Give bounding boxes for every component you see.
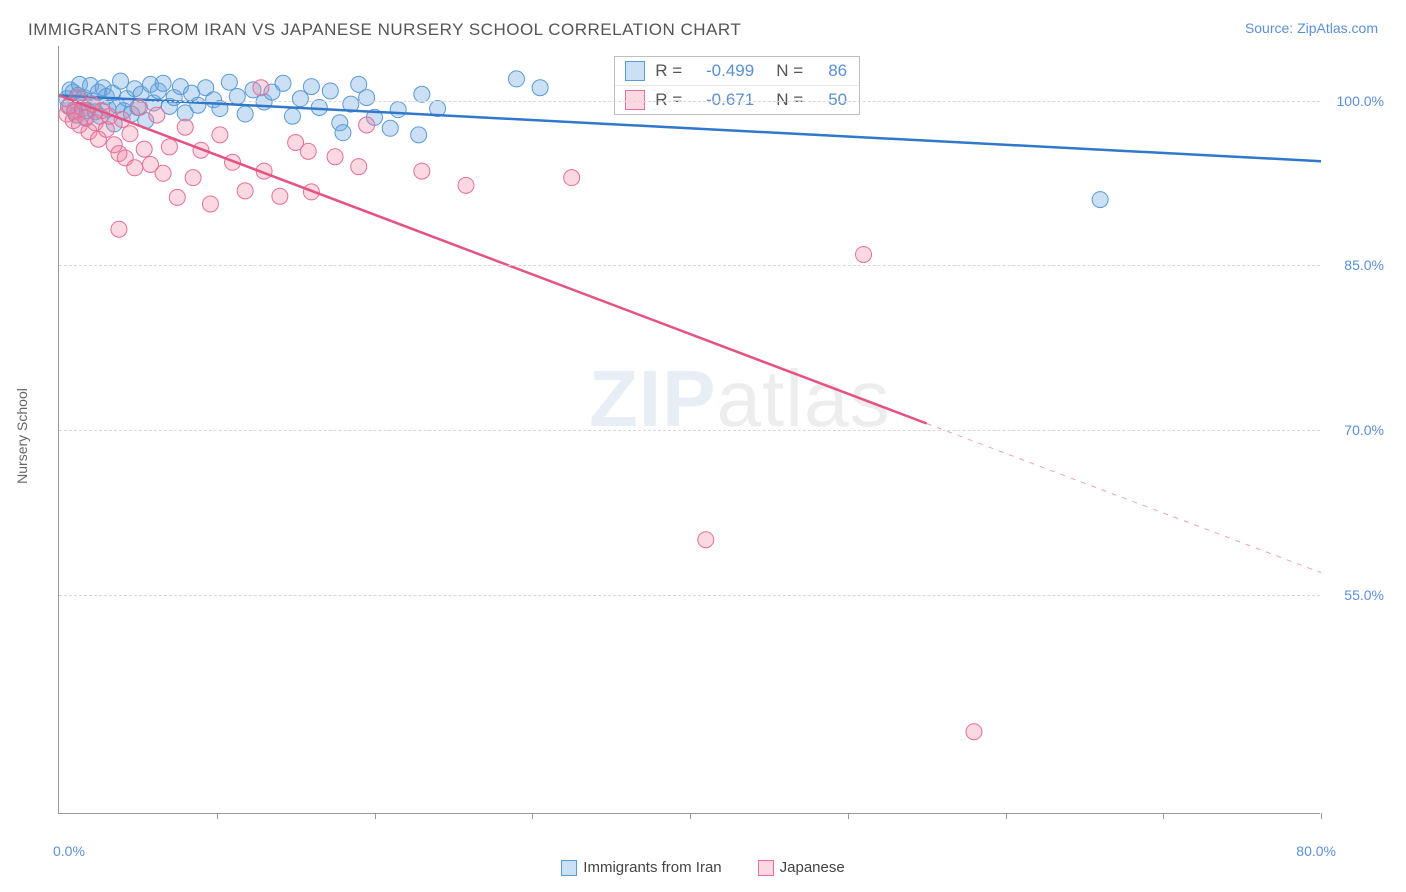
bottom-legend: Immigrants from Iran Japanese <box>0 858 1406 876</box>
scatter-point-iran <box>508 71 524 87</box>
gridline <box>59 101 1320 102</box>
scatter-point-japanese <box>127 160 143 176</box>
scatter-point-japanese <box>351 159 367 175</box>
x-tick <box>375 813 376 819</box>
scatter-point-iran <box>411 127 427 143</box>
scatter-point-japanese <box>149 107 165 123</box>
scatter-point-japanese <box>237 183 253 199</box>
stats-n-value: 86 <box>813 61 847 81</box>
scatter-point-iran <box>390 102 406 118</box>
scatter-point-japanese <box>698 532 714 548</box>
scatter-point-japanese <box>136 141 152 157</box>
scatter-point-japanese <box>856 246 872 262</box>
legend-swatch-iran <box>561 860 577 876</box>
x-tick <box>1006 813 1007 819</box>
stats-row-japanese: R =-0.671N =50 <box>615 85 859 114</box>
scatter-point-japanese <box>414 163 430 179</box>
stats-row-iran: R = -0.499 N = 86 <box>615 57 859 85</box>
scatter-point-japanese <box>111 221 127 237</box>
scatter-point-japanese <box>122 126 138 142</box>
scatter-point-japanese <box>169 189 185 205</box>
scatter-point-japanese <box>212 127 228 143</box>
scatter-point-iran <box>284 108 300 124</box>
scatter-point-japanese <box>300 143 316 159</box>
source-label: Source: ZipAtlas.com <box>1245 20 1378 36</box>
scatter-point-japanese <box>458 177 474 193</box>
x-axis-max-label: 80.0% <box>1296 843 1336 859</box>
gridline <box>59 265 1320 266</box>
scatter-point-iran <box>237 106 253 122</box>
scatter-point-iran <box>335 125 351 141</box>
scatter-point-japanese <box>564 170 580 186</box>
scatter-point-iran <box>190 97 206 113</box>
scatter-point-japanese <box>327 149 343 165</box>
legend-swatch-japanese <box>758 860 774 876</box>
scatter-point-iran <box>532 80 548 96</box>
scatter-point-iran <box>322 83 338 99</box>
y-tick-label: 55.0% <box>1344 587 1384 603</box>
trend-line-japanese <box>59 95 927 423</box>
stats-r-value: -0.499 <box>692 61 754 81</box>
scatter-point-iran <box>275 75 291 91</box>
trend-line-dashed-japanese <box>927 423 1321 572</box>
x-tick <box>1321 813 1322 819</box>
scatter-point-iran <box>155 75 171 91</box>
scatter-point-japanese <box>253 80 269 96</box>
gridline <box>59 430 1320 431</box>
scatter-point-japanese <box>161 139 177 155</box>
y-tick-label: 100.0% <box>1337 93 1384 109</box>
x-tick <box>1163 813 1164 819</box>
scatter-point-iran <box>221 74 237 90</box>
scatter-point-japanese <box>185 170 201 186</box>
scatter-point-japanese <box>966 724 982 740</box>
y-tick-label: 85.0% <box>1344 257 1384 273</box>
legend-item-japanese: Japanese <box>758 859 845 876</box>
stats-n-label: N = <box>776 61 803 81</box>
stats-r-label: R = <box>655 61 682 81</box>
scatter-point-iran <box>113 73 129 89</box>
stats-legend: R = -0.499 N = 86 R =-0.671N =50 <box>614 56 860 115</box>
x-tick <box>848 813 849 819</box>
y-axis-label: Nursery School <box>14 388 30 484</box>
scatter-point-japanese <box>359 117 375 133</box>
scatter-point-iran <box>382 120 398 136</box>
scatter-point-japanese <box>177 119 193 135</box>
scatter-point-iran <box>303 79 319 95</box>
plot-area: ZIPatlas R =-0.499N =86R =-0.671N =50 0.… <box>58 46 1320 814</box>
chart-title: IMMIGRANTS FROM IRAN VS JAPANESE NURSERY… <box>28 20 741 40</box>
legend-label-iran: Immigrants from Iran <box>583 859 721 876</box>
scatter-point-iran <box>229 88 245 104</box>
gridline <box>59 595 1320 596</box>
legend-item-iran: Immigrants from Iran <box>561 859 721 876</box>
x-tick <box>217 813 218 819</box>
plot-wrapper: Nursery School ZIPatlas R =-0.499N =86R … <box>58 46 1378 826</box>
y-tick-label: 70.0% <box>1344 422 1384 438</box>
x-tick <box>532 813 533 819</box>
scatter-point-japanese <box>202 196 218 212</box>
scatter-point-iran <box>1092 192 1108 208</box>
legend-label-japanese: Japanese <box>780 859 845 876</box>
x-axis-min-label: 0.0% <box>53 843 85 859</box>
scatter-point-japanese <box>272 188 288 204</box>
stats-swatch-iran <box>625 61 645 81</box>
scatter-point-iran <box>359 90 375 106</box>
x-tick <box>690 813 691 819</box>
scatter-point-japanese <box>155 165 171 181</box>
